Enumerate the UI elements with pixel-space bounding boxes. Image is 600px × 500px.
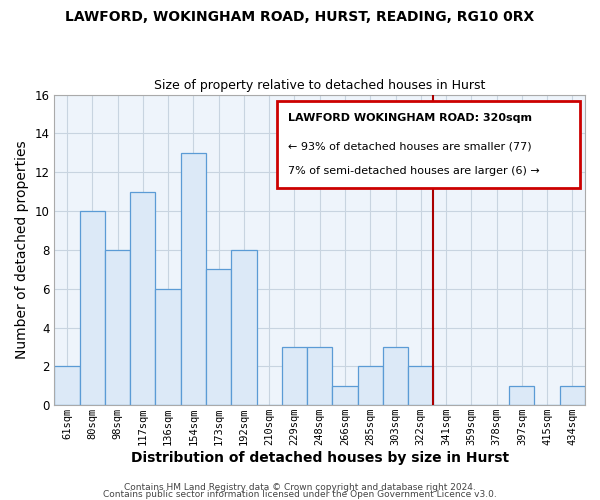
X-axis label: Distribution of detached houses by size in Hurst: Distribution of detached houses by size … (131, 451, 509, 465)
Text: ← 93% of detached houses are smaller (77): ← 93% of detached houses are smaller (77… (288, 141, 532, 151)
Bar (560, 386, 585, 405)
Bar (307, 347, 332, 405)
Text: Contains public sector information licensed under the Open Government Licence v3: Contains public sector information licen… (103, 490, 497, 499)
Bar (130, 192, 155, 405)
Bar (509, 386, 535, 405)
Text: Contains HM Land Registry data © Crown copyright and database right 2024.: Contains HM Land Registry data © Crown c… (124, 484, 476, 492)
Bar (206, 270, 231, 405)
Bar (105, 250, 130, 405)
Y-axis label: Number of detached properties: Number of detached properties (15, 140, 29, 359)
Bar (383, 347, 408, 405)
FancyBboxPatch shape (277, 101, 580, 188)
Text: LAWFORD WOKINGHAM ROAD: 320sqm: LAWFORD WOKINGHAM ROAD: 320sqm (288, 113, 532, 123)
Bar (181, 153, 206, 405)
Bar (155, 288, 181, 405)
Bar (408, 366, 433, 405)
Bar (80, 211, 105, 405)
Bar (55, 366, 80, 405)
Bar (358, 366, 383, 405)
Bar (332, 386, 358, 405)
Bar (231, 250, 257, 405)
Bar (282, 347, 307, 405)
Title: Size of property relative to detached houses in Hurst: Size of property relative to detached ho… (154, 79, 485, 92)
Text: LAWFORD, WOKINGHAM ROAD, HURST, READING, RG10 0RX: LAWFORD, WOKINGHAM ROAD, HURST, READING,… (65, 10, 535, 24)
Text: 7% of semi-detached houses are larger (6) →: 7% of semi-detached houses are larger (6… (288, 166, 539, 176)
